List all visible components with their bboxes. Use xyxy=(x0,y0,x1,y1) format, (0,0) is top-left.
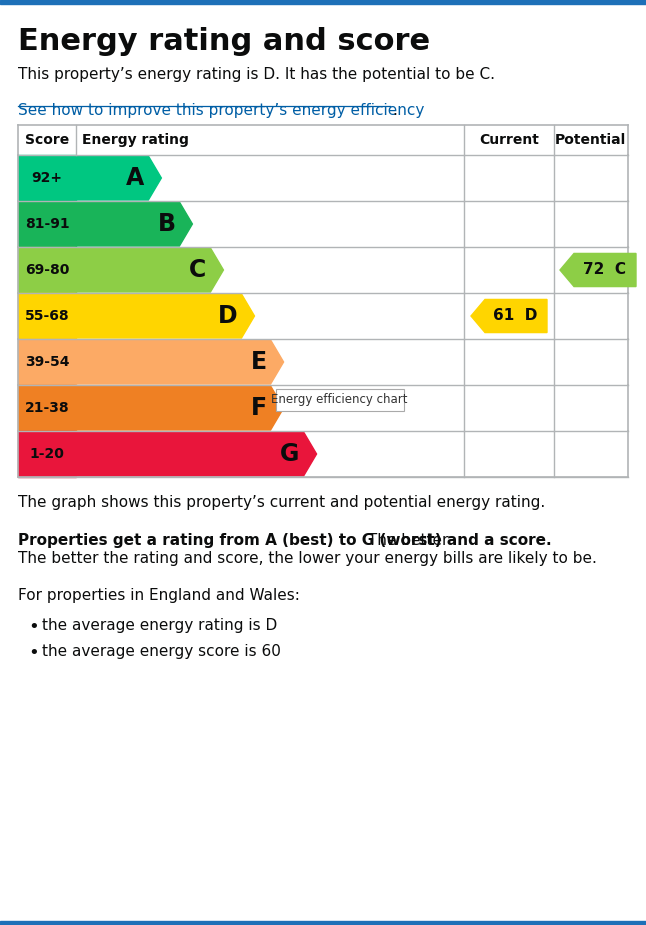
Bar xyxy=(464,155,628,201)
Bar xyxy=(18,431,76,477)
Text: 1-20: 1-20 xyxy=(30,447,65,461)
Text: Current: Current xyxy=(479,133,539,147)
Text: The better: The better xyxy=(363,533,448,548)
Text: C: C xyxy=(189,258,207,282)
Text: G: G xyxy=(280,442,300,466)
Text: •: • xyxy=(28,618,39,636)
Bar xyxy=(18,385,76,431)
Text: The better the rating and score, the lower your energy bills are likely to be.: The better the rating and score, the low… xyxy=(18,551,597,566)
Text: The graph shows this property’s current and potential energy rating.: The graph shows this property’s current … xyxy=(18,495,545,510)
Bar xyxy=(464,339,628,385)
Bar xyxy=(464,385,628,431)
Text: 21-38: 21-38 xyxy=(25,401,69,415)
Polygon shape xyxy=(76,386,284,430)
Bar xyxy=(464,431,628,477)
FancyBboxPatch shape xyxy=(276,389,404,411)
Text: See how to improve this property’s energy efficiency: See how to improve this property’s energ… xyxy=(18,103,424,118)
Bar xyxy=(18,293,76,339)
Text: Potential: Potential xyxy=(554,133,625,147)
Text: For properties in England and Wales:: For properties in England and Wales: xyxy=(18,588,300,603)
Text: the average energy rating is D: the average energy rating is D xyxy=(42,618,277,633)
Text: E: E xyxy=(251,350,267,374)
Bar xyxy=(18,155,76,201)
Polygon shape xyxy=(471,300,547,333)
Text: 81-91: 81-91 xyxy=(25,217,69,231)
Text: Energy efficiency chart: Energy efficiency chart xyxy=(271,393,408,406)
Text: Energy rating and score: Energy rating and score xyxy=(18,27,430,56)
Bar xyxy=(18,247,76,293)
Text: Properties get a rating from A (best) to G (worst) and a score.: Properties get a rating from A (best) to… xyxy=(18,533,552,548)
Bar xyxy=(464,293,628,339)
Bar xyxy=(464,247,628,293)
Text: Energy rating: Energy rating xyxy=(82,133,189,147)
Bar xyxy=(18,125,628,155)
Text: F: F xyxy=(251,396,267,420)
Text: the average energy score is 60: the average energy score is 60 xyxy=(42,644,281,659)
Bar xyxy=(0,921,646,925)
Polygon shape xyxy=(76,294,255,338)
Text: A: A xyxy=(126,166,144,190)
Text: 92+: 92+ xyxy=(32,171,63,185)
Text: •: • xyxy=(28,644,39,662)
Text: .: . xyxy=(392,103,397,118)
Text: 55-68: 55-68 xyxy=(25,309,69,323)
Text: Score: Score xyxy=(25,133,69,147)
Text: B: B xyxy=(158,212,176,236)
Polygon shape xyxy=(76,202,193,246)
Bar xyxy=(18,339,76,385)
Bar xyxy=(464,201,628,247)
Polygon shape xyxy=(76,432,317,476)
Text: 69-80: 69-80 xyxy=(25,263,69,277)
Text: 61  D: 61 D xyxy=(493,309,537,324)
Polygon shape xyxy=(76,248,224,292)
Text: This property’s energy rating is D. It has the potential to be C.: This property’s energy rating is D. It h… xyxy=(18,67,495,82)
Bar xyxy=(0,0,646,4)
Text: D: D xyxy=(218,304,238,328)
Polygon shape xyxy=(560,253,636,287)
Polygon shape xyxy=(76,156,162,200)
Text: 72  C: 72 C xyxy=(583,263,626,278)
Polygon shape xyxy=(76,340,284,384)
Bar xyxy=(18,201,76,247)
Text: 39-54: 39-54 xyxy=(25,355,69,369)
